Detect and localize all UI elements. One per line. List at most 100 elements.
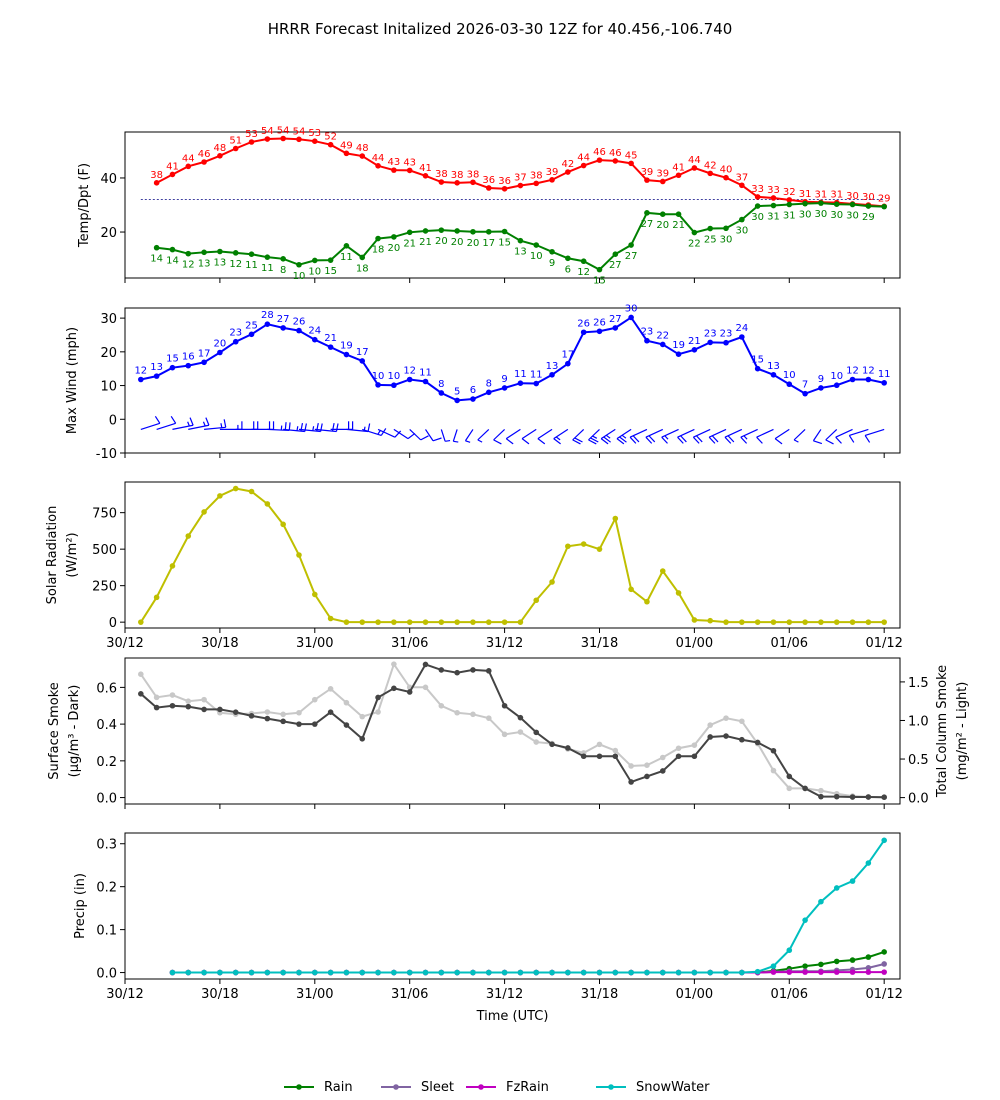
dewpoint-label: 30: [720, 234, 733, 245]
surface-smoke-point: [818, 793, 824, 800]
wind-point: [770, 371, 777, 378]
wind-barb: [440, 429, 451, 442]
temperature-label: 36: [498, 176, 511, 187]
wind-line: [140, 316, 885, 402]
fzrain-precip-point: [833, 969, 840, 975]
temperature-point: [596, 157, 603, 163]
snowwater-precip-point: [343, 969, 350, 976]
snowwater-precip-point: [454, 969, 460, 976]
snowwater-precip-point: [754, 968, 761, 975]
solar-point: [723, 619, 729, 625]
snowwater-precip-point: [517, 969, 524, 976]
temperature-label: 46: [198, 149, 211, 160]
snowwater-precip-line: [172, 839, 886, 974]
surface-smoke-point: [470, 667, 476, 673]
dewpoint-point: [406, 229, 413, 236]
dewpoint-point: [201, 249, 207, 256]
dewpoint-label: 10: [530, 251, 543, 262]
x-tick-label: 01/12: [865, 636, 902, 651]
temperature-label: 33: [751, 184, 764, 195]
solar-point: [217, 493, 223, 499]
surface-smoke-point: [217, 706, 223, 713]
snowwater-precip-point: [169, 969, 176, 976]
x-tick-label: 01/06: [771, 987, 808, 1002]
wind-barb: [774, 428, 790, 445]
column-smoke-point: [628, 763, 634, 769]
surface-smoke-point: [517, 714, 524, 721]
temperature-point: [754, 194, 761, 200]
snowwater-precip-point: [549, 969, 555, 976]
dewpoint-label: 12: [182, 260, 195, 271]
column-smoke-point: [533, 739, 540, 745]
dewpoint-point: [675, 211, 682, 217]
wind-barb: [393, 428, 416, 440]
dewpoint-point: [232, 250, 239, 256]
snowwater-precip-point: [248, 969, 255, 976]
wind-ytick-label: 30: [100, 312, 117, 327]
wind-point: [185, 362, 192, 369]
temperature-point: [375, 162, 381, 169]
snowwater-precip-point: [232, 969, 239, 976]
dewpoint-point: [865, 203, 872, 209]
temperature-label: 43: [403, 157, 416, 168]
temperature-point: [549, 177, 555, 183]
dewpoint-label: 12: [577, 267, 590, 278]
solar-point: [754, 619, 761, 625]
column-smoke-point: [675, 745, 682, 752]
surface-smoke-point: [739, 736, 745, 743]
column-smoke-ytick-label: 1.5: [908, 676, 929, 691]
wind-label: 28: [261, 310, 274, 321]
temperature-label: 45: [625, 150, 638, 161]
solar-point: [248, 488, 255, 495]
dewpoint-point: [849, 201, 856, 208]
wind-point: [485, 389, 492, 396]
temperature-point: [612, 158, 619, 164]
dewpoint-point: [454, 228, 460, 234]
column-smoke-point: [659, 754, 666, 761]
wind-point: [533, 380, 540, 387]
dewpoint-label: 13: [214, 258, 227, 269]
temperature-label: 48: [356, 143, 369, 154]
solar-point: [881, 619, 887, 625]
surface-smoke-point: [391, 685, 397, 692]
surface-smoke-point: [533, 729, 540, 736]
wind-point: [391, 382, 397, 389]
wind-label: 19: [672, 340, 685, 351]
solar-point: [818, 619, 824, 625]
x-tick-label: 31/18: [581, 987, 618, 1002]
wind-point: [232, 338, 239, 345]
dewpoint-label: 15: [324, 266, 337, 277]
x-tick-label: 30/12: [106, 636, 143, 651]
wind-label: 23: [229, 328, 242, 339]
wind-point: [406, 376, 413, 383]
smoke-right-ylabel: Total Column Smoke: [935, 665, 950, 798]
temperature-point: [153, 180, 160, 186]
wind-label: 20: [214, 339, 227, 350]
wind-barb: [588, 428, 600, 445]
temperature-point: [185, 163, 192, 170]
temperature-label: 49: [340, 140, 353, 151]
rain-precip-point: [833, 958, 840, 965]
snowwater-precip-point: [185, 969, 192, 976]
smoke-ytick-label: 0.0: [96, 792, 117, 807]
temperature-label: 41: [672, 162, 685, 173]
dewpoint-point: [375, 235, 381, 242]
solar-point: [311, 591, 318, 598]
wind-barb: [835, 428, 853, 444]
wind-point: [659, 341, 666, 348]
dewpoint-point: [580, 258, 587, 265]
temperature-point: [580, 162, 587, 169]
wind-barb: [537, 428, 553, 445]
dewpoint-label: 17: [482, 238, 495, 249]
dewpoint-point: [754, 203, 761, 209]
surface-smoke-point: [201, 706, 207, 713]
surface-smoke-point: [565, 745, 571, 751]
temp-ytick-label: 40: [100, 172, 117, 187]
temperature-point: [517, 182, 524, 189]
solar-ylabel-units: (W/m²): [65, 532, 80, 577]
wind-point: [517, 380, 524, 386]
column-smoke-point: [438, 703, 445, 709]
dewpoint-label: 18: [356, 263, 369, 274]
wind-point: [343, 351, 350, 358]
solar-point: [580, 541, 587, 547]
